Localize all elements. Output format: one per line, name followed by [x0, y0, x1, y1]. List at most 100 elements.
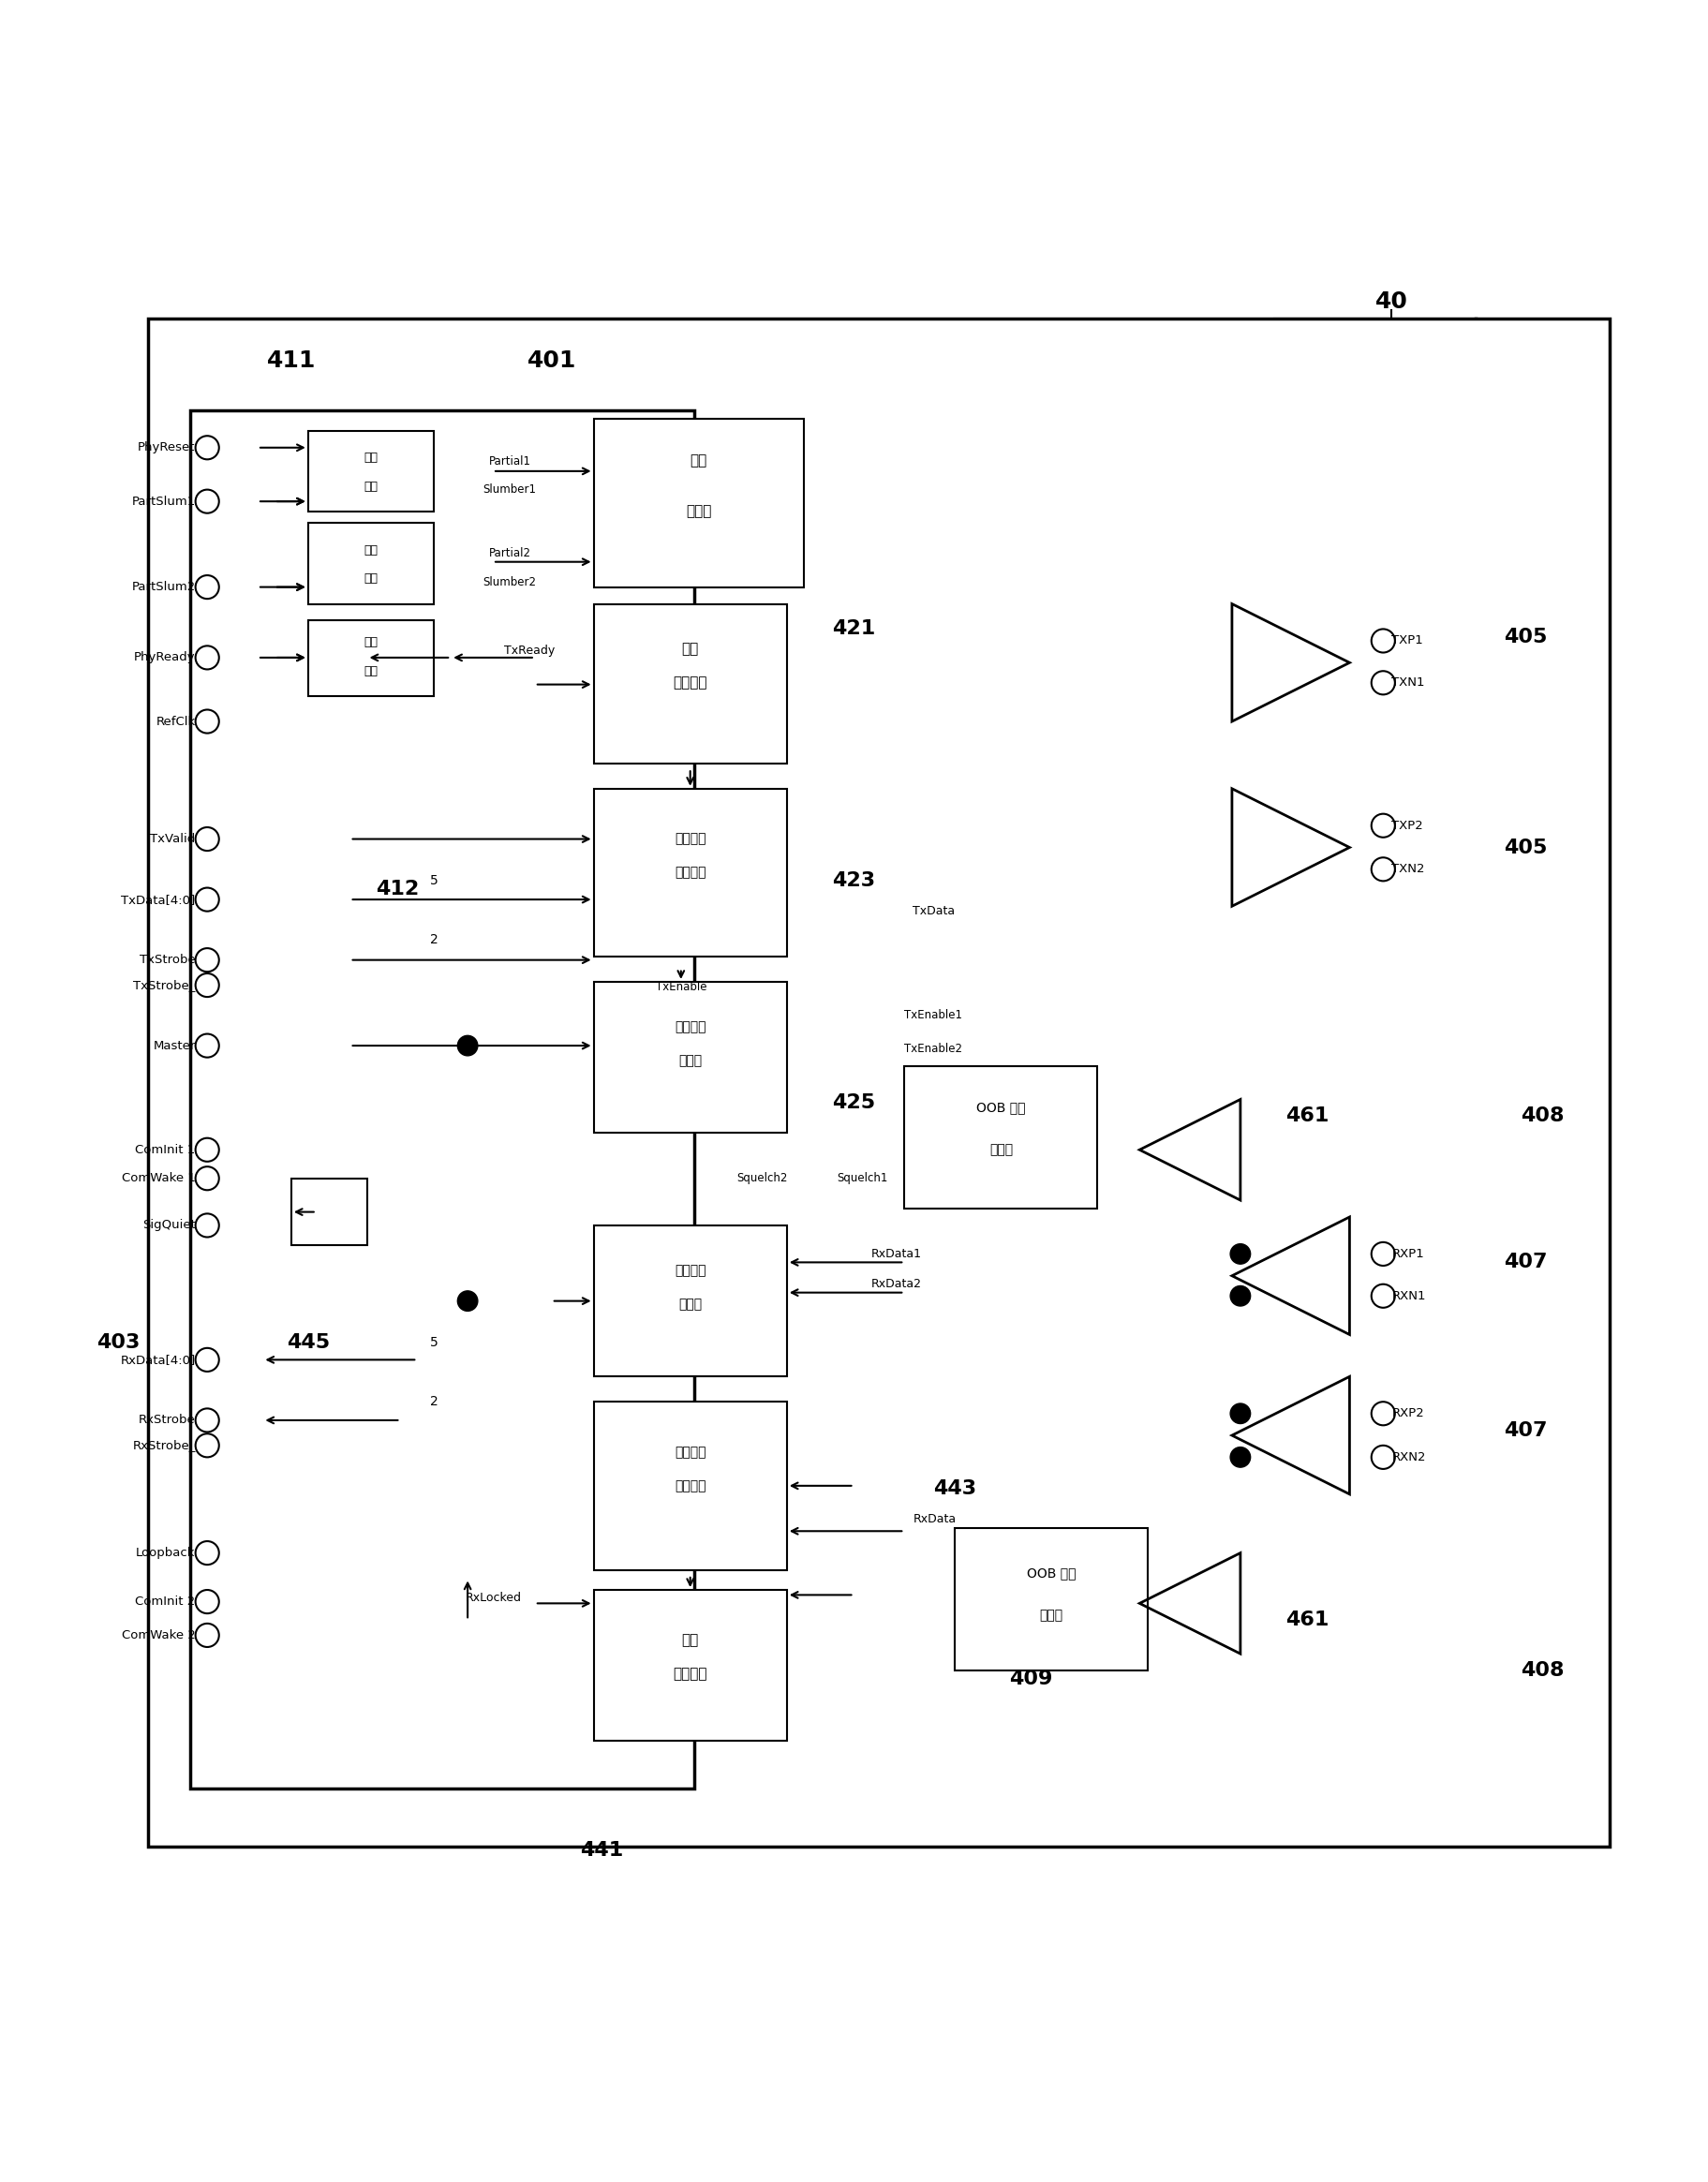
Bar [594, 1591, 787, 1741]
Text: 461: 461 [1286, 1610, 1329, 1630]
Text: 5: 5 [430, 875, 439, 888]
Text: TXN1: TXN1 [1392, 676, 1424, 690]
Text: 锁相回路: 锁相回路 [673, 1667, 707, 1680]
Text: Partial1: Partial1 [488, 456, 531, 467]
Bar [307, 620, 434, 696]
Text: Slumber2: Slumber2 [483, 576, 536, 589]
Bar [307, 430, 434, 511]
Text: TxEnable: TxEnable [656, 980, 707, 993]
Text: RefClk: RefClk [155, 716, 195, 727]
Text: 列转换器: 列转换器 [675, 866, 705, 879]
Text: 421: 421 [832, 620, 876, 639]
Bar [905, 1065, 1098, 1209]
Text: RXN1: RXN1 [1392, 1290, 1426, 1303]
Text: 403: 403 [96, 1333, 140, 1353]
Text: 441: 441 [581, 1842, 623, 1859]
Text: PhyReady: PhyReady [133, 652, 195, 663]
Text: Slumber1: Slumber1 [483, 484, 536, 495]
Text: 发送: 发送 [681, 642, 699, 657]
Text: ComInit 1: ComInit 1 [135, 1143, 195, 1156]
Text: TxValid: TxValid [150, 834, 195, 844]
Text: 侦测器: 侦测器 [1040, 1608, 1062, 1621]
Text: 408: 408 [1520, 1661, 1565, 1680]
Text: 侦测器: 侦测器 [989, 1143, 1013, 1156]
Text: PhyReset: PhyReset [138, 441, 195, 454]
Text: 412: 412 [376, 879, 418, 899]
Text: 控制器: 控制器 [687, 504, 712, 519]
Text: TxReady: TxReady [504, 646, 555, 657]
Text: 2: 2 [430, 1394, 439, 1407]
Text: 411: 411 [266, 349, 316, 371]
Text: 461: 461 [1286, 1106, 1329, 1126]
Text: 列转换器: 列转换器 [675, 1479, 705, 1492]
Bar [149, 319, 1611, 1846]
Text: Partial2: Partial2 [488, 548, 531, 559]
Bar [594, 1226, 787, 1377]
Text: 2: 2 [430, 934, 439, 947]
Text: 443: 443 [933, 1479, 977, 1499]
Bar [594, 419, 803, 587]
Text: PartSlum1: PartSlum1 [132, 495, 195, 508]
Circle shape [1230, 1447, 1250, 1466]
Bar [191, 410, 695, 1787]
Text: RxData: RxData [912, 1514, 956, 1525]
Text: 408: 408 [1520, 1106, 1565, 1126]
Text: 407: 407 [1505, 1252, 1547, 1272]
Text: SigQuiet: SigQuiet [142, 1220, 195, 1231]
Circle shape [1230, 1244, 1250, 1263]
Text: 405: 405 [1505, 838, 1547, 858]
Text: 5: 5 [430, 1335, 439, 1348]
Text: 串列转并: 串列转并 [675, 1447, 705, 1460]
Text: ComWake 2: ComWake 2 [121, 1630, 195, 1641]
Text: 401: 401 [528, 349, 576, 371]
Text: ComWake 1: ComWake 1 [121, 1172, 195, 1185]
Text: 407: 407 [1505, 1420, 1547, 1440]
Text: 445: 445 [287, 1333, 330, 1353]
Bar [594, 982, 787, 1132]
Text: 423: 423 [832, 871, 876, 890]
Circle shape [1230, 1403, 1250, 1423]
Text: TxStrobe_: TxStrobe_ [133, 980, 195, 991]
Text: OOB 讯号: OOB 讯号 [977, 1102, 1025, 1115]
Text: PartSlum2: PartSlum2 [132, 580, 195, 594]
Text: 425: 425 [832, 1093, 876, 1113]
Text: Squelch1: Squelch1 [837, 1172, 888, 1185]
Text: TXN2: TXN2 [1392, 864, 1424, 875]
Text: 主动从属: 主动从属 [675, 1021, 705, 1034]
Text: TxData: TxData [912, 906, 955, 916]
Text: 40: 40 [1375, 290, 1407, 312]
Text: RxData[4:0]: RxData[4:0] [120, 1353, 195, 1366]
Text: 并列转串: 并列转串 [675, 834, 705, 847]
Text: 侦测: 侦测 [364, 480, 377, 493]
Text: TXP1: TXP1 [1392, 635, 1423, 646]
Bar [594, 604, 787, 764]
Text: RXN2: RXN2 [1392, 1451, 1426, 1464]
Text: 选择器: 选择器 [678, 1054, 702, 1067]
Text: Squelch2: Squelch2 [736, 1172, 787, 1185]
Text: TxStrobe: TxStrobe [140, 954, 195, 967]
Text: RxLocked: RxLocked [465, 1593, 521, 1604]
Text: 接收: 接收 [681, 1634, 699, 1647]
Bar [594, 788, 787, 956]
Text: RxData2: RxData2 [871, 1279, 921, 1290]
Text: TxData[4:0]: TxData[4:0] [121, 892, 195, 906]
Circle shape [1230, 1285, 1250, 1307]
Text: 侦测: 侦测 [364, 572, 377, 585]
Circle shape [458, 1292, 478, 1311]
Text: TXP2: TXP2 [1392, 820, 1423, 831]
Text: Loopback: Loopback [137, 1547, 195, 1560]
Text: RXP1: RXP1 [1392, 1248, 1424, 1259]
Text: 准位: 准位 [364, 543, 377, 556]
Text: RXP2: RXP2 [1392, 1407, 1424, 1420]
Bar [292, 1178, 367, 1246]
Text: 主动从属: 主动从属 [675, 1263, 705, 1276]
Text: 电源: 电源 [690, 454, 707, 469]
Text: ComInit 2: ComInit 2 [135, 1595, 195, 1608]
Text: 转换: 转换 [364, 666, 377, 676]
Text: 准位: 准位 [364, 637, 377, 648]
Text: TxEnable1: TxEnable1 [905, 1010, 963, 1021]
Text: Master: Master [154, 1039, 195, 1052]
Text: OOB 讯号: OOB 讯号 [1027, 1567, 1076, 1580]
Circle shape [458, 1036, 478, 1056]
Text: TxEnable2: TxEnable2 [905, 1043, 963, 1056]
